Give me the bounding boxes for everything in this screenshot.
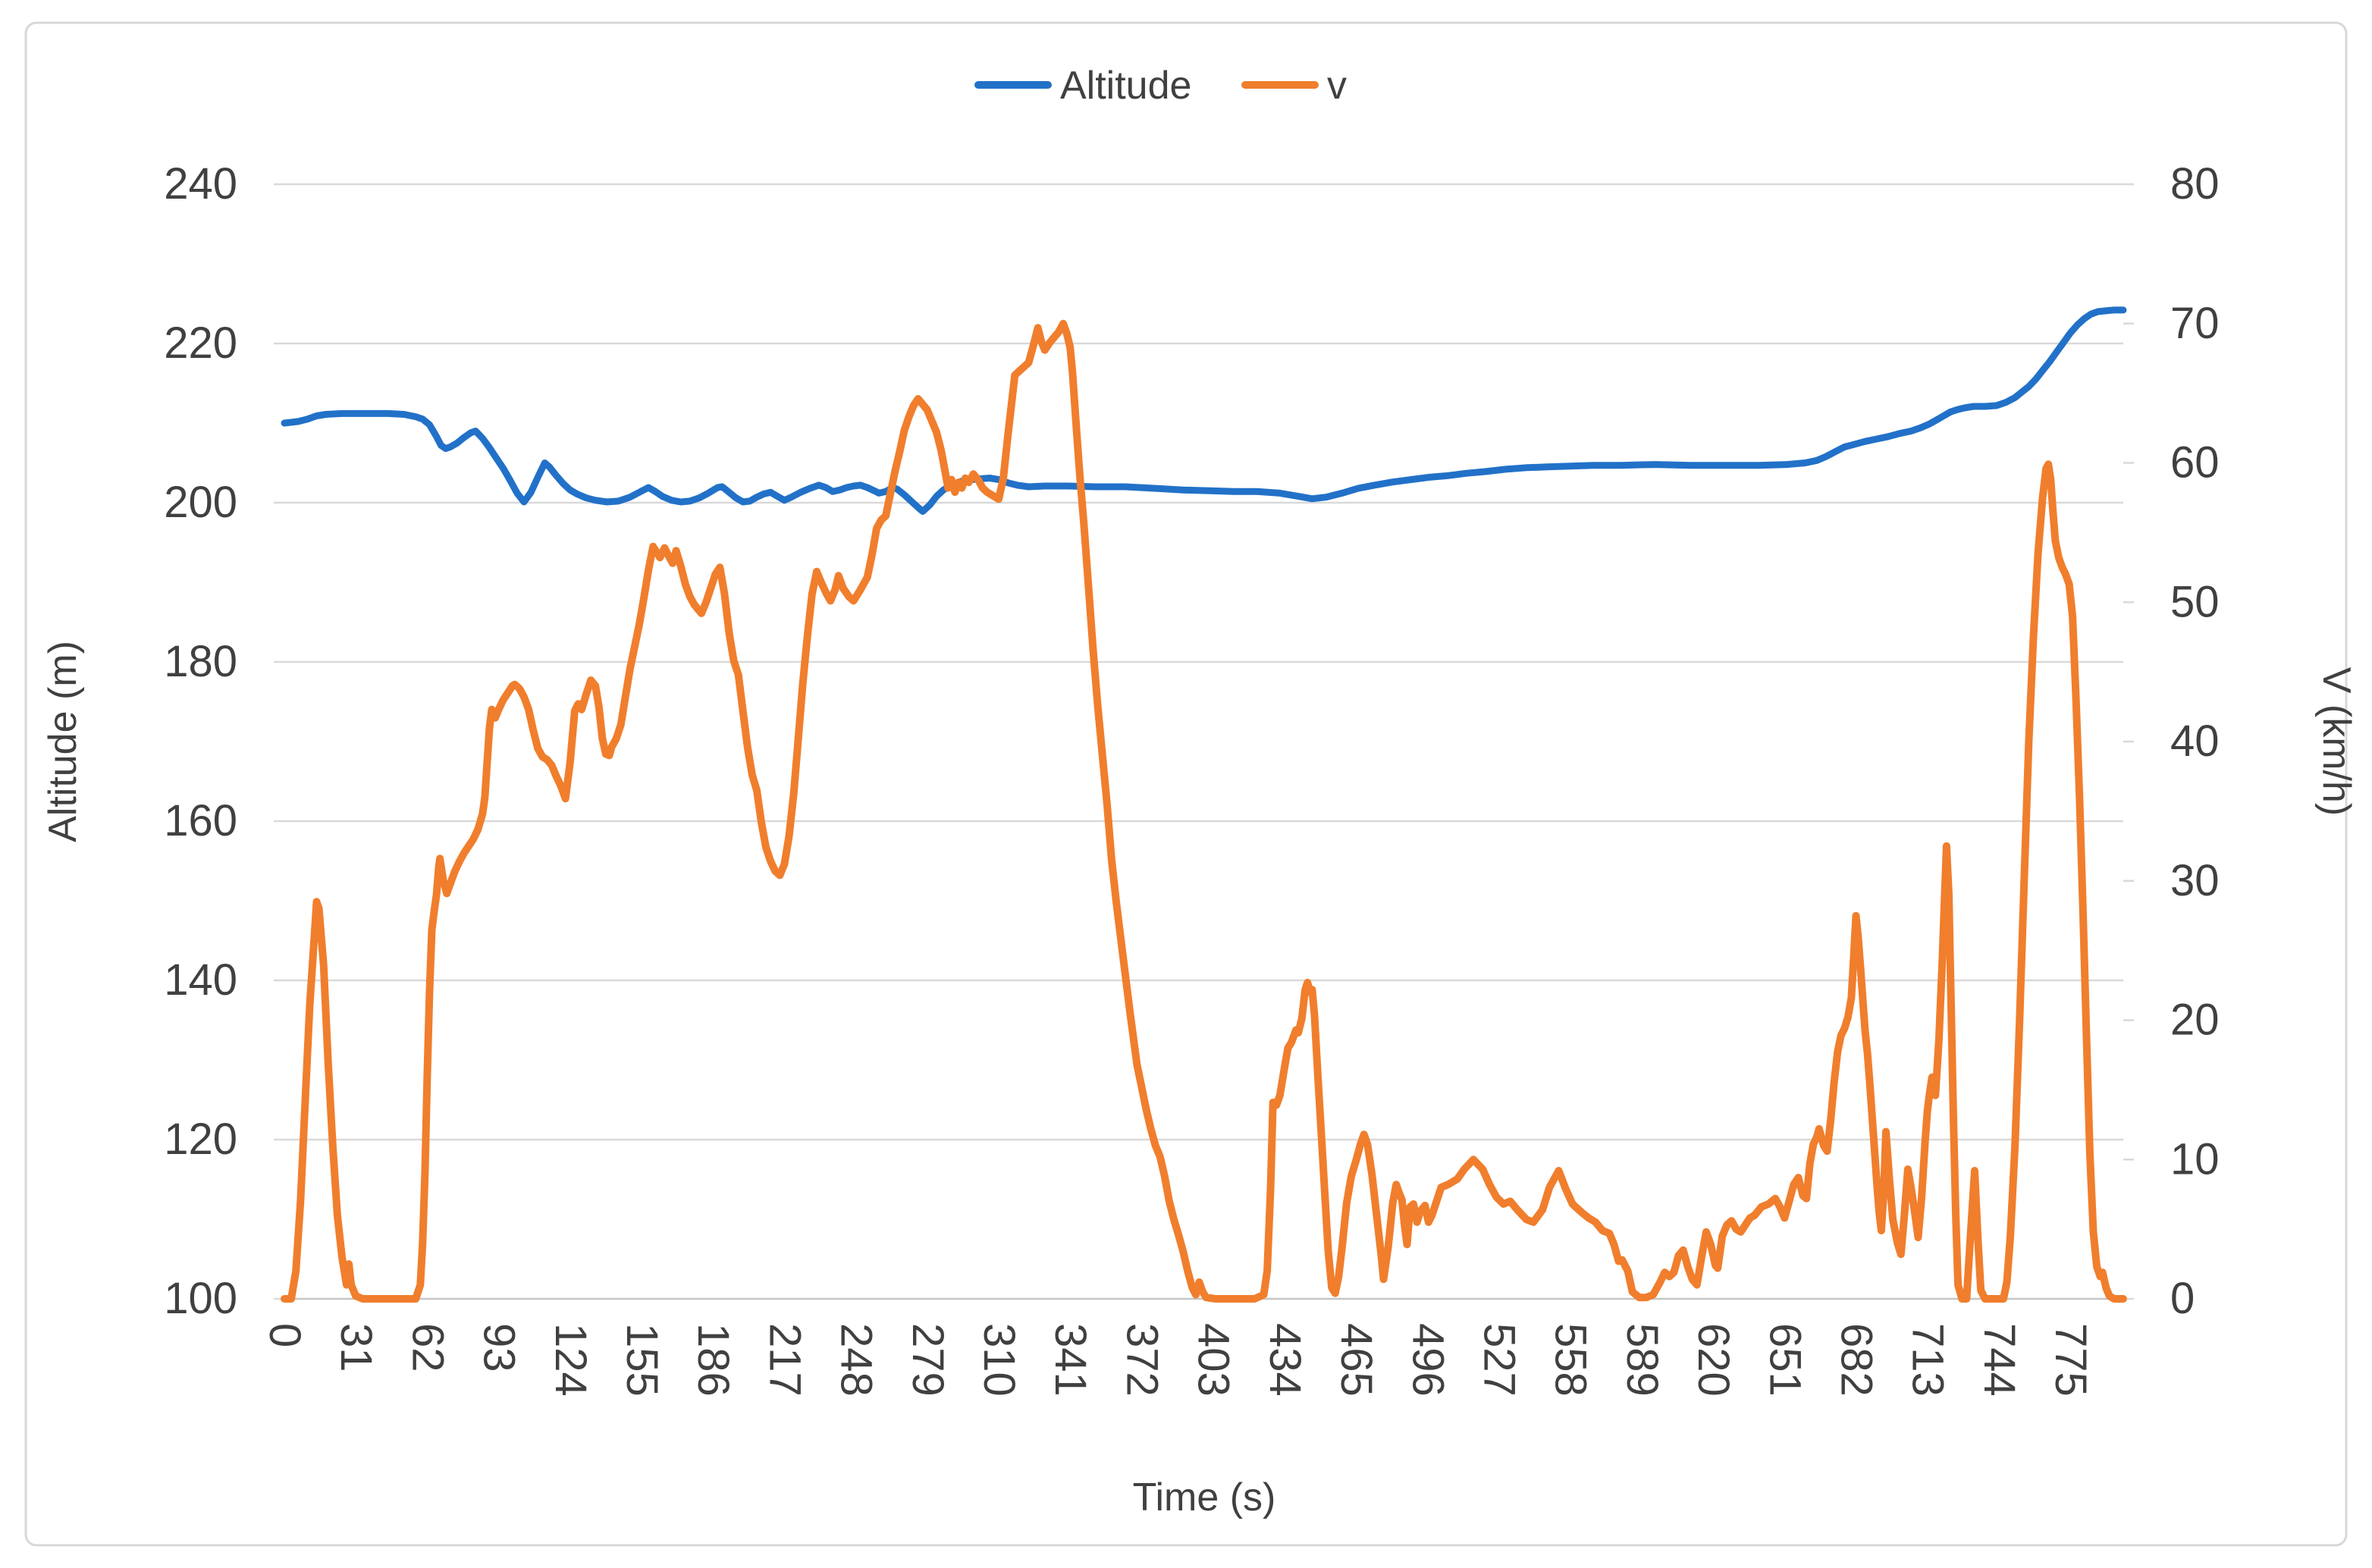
series-altitude (281, 306, 2127, 515)
right-axis-tick-label: 20 (2170, 996, 2220, 1045)
x-axis-tick-label: 248 (832, 1323, 881, 1397)
left-axis-tick-label: 140 (164, 955, 237, 1005)
x-axis-tick-label: 93 (475, 1323, 524, 1372)
x-axis-tick-label: 465 (1332, 1323, 1381, 1397)
x-axis-tick-label: 775 (2046, 1323, 2095, 1397)
x-axis-title: Time (s) (1133, 1475, 1276, 1519)
x-axis-tick-label: 217 (760, 1323, 809, 1397)
legend-altitude-label: Altitude (1060, 64, 1191, 108)
right-axis-title: V (km/h) (2314, 667, 2358, 816)
x-axis-tick-label: 589 (1617, 1323, 1667, 1397)
right-axis-tick-label: 10 (2170, 1134, 2220, 1184)
right-axis-tick-label: 70 (2170, 299, 2220, 348)
left-axis-title: Altitude (m) (41, 641, 85, 842)
x-axis-tick-label: 0 (260, 1323, 309, 1347)
x-axis-tick-label: 155 (617, 1323, 667, 1397)
x-axis-tick-label: 434 (1260, 1323, 1310, 1397)
series-v (281, 319, 2127, 1303)
x-axis-tick-label: 310 (974, 1323, 1024, 1397)
x-axis-tick-label: 403 (1189, 1323, 1238, 1397)
x-axis-tick-label: 682 (1831, 1323, 1881, 1397)
x-axis-tick-label: 186 (689, 1323, 738, 1397)
chart-border (24, 21, 2348, 1547)
right-axis-tick-label: 50 (2170, 577, 2220, 626)
left-axis-tick-label: 160 (164, 796, 237, 845)
right-axis-tick-label: 30 (2170, 856, 2220, 905)
x-axis-tick-label: 124 (546, 1323, 595, 1397)
x-axis-tick-label: 372 (1117, 1323, 1166, 1397)
x-axis-tick-label: 527 (1474, 1323, 1523, 1397)
left-axis-tick-label: 100 (164, 1274, 237, 1323)
legend: Altitude v (974, 64, 1347, 108)
axis-ticks (274, 183, 2134, 1300)
x-axis-tick-label: 651 (1760, 1323, 1809, 1397)
left-axis-tick-label: 240 (164, 159, 237, 209)
right-axis-tick-label: 80 (2170, 159, 2220, 209)
left-axis-tick-label: 200 (164, 478, 237, 527)
legend-v-label: v (1327, 64, 1347, 108)
x-axis-tick-label: 279 (903, 1323, 952, 1397)
x-axis-tick-label: 496 (1403, 1323, 1452, 1397)
x-axis-tick-label: 744 (1975, 1323, 2024, 1397)
axis-tick-labels: 2402202001801601401201008070605040302010… (164, 159, 2219, 1397)
left-axis-tick-label: 220 (164, 318, 237, 368)
x-axis-tick-label: 620 (1689, 1323, 1738, 1397)
right-axis-tick-label: 60 (2170, 438, 2220, 488)
x-axis-tick-label: 341 (1046, 1323, 1095, 1397)
x-axis-tick-label: 31 (331, 1323, 381, 1372)
right-axis-tick-label: 0 (2170, 1274, 2195, 1323)
data-series (281, 306, 2127, 1303)
left-axis-tick-label: 120 (164, 1115, 237, 1164)
x-axis-tick-label: 62 (403, 1323, 452, 1372)
left-axis-tick-label: 180 (164, 637, 237, 686)
x-axis-tick-label: 558 (1546, 1323, 1595, 1397)
x-axis-tick-label: 713 (1903, 1323, 1953, 1397)
right-axis-tick-label: 40 (2170, 717, 2220, 766)
